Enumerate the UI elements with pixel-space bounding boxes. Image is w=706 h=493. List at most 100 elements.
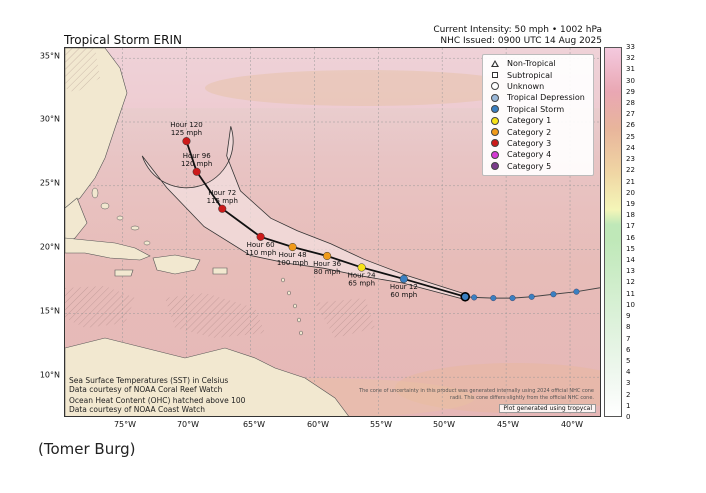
lon-label: 60°W	[306, 420, 330, 429]
legend-item: Tropical Depression	[488, 92, 588, 103]
forecast-wind-label: 125 mph	[171, 129, 202, 137]
ohc-note: Ocean Heat Content (OHC) hatched above 1…	[69, 396, 246, 405]
ohc-source: Data courtesy of NOAA Coast Watch	[69, 405, 205, 414]
nhc-issued: NHC Issued: 0900 UTC 14 Aug 2025	[440, 36, 602, 46]
forecast-hour-label: Hour 36	[313, 260, 342, 268]
square-outline-icon	[492, 72, 498, 79]
forecast-hour-label: Hour 60	[247, 241, 275, 249]
legend-item: Category 3	[488, 138, 588, 149]
plot-generated-note: Plot generated using tropycal	[499, 404, 596, 413]
forecast-wind-label: 65 mph	[348, 279, 375, 287]
legend-item: Subtropical	[488, 69, 588, 80]
forecast-point	[256, 232, 265, 241]
colorbar-tick-label: 33	[626, 43, 635, 51]
legend-item: Non-Tropical	[488, 58, 588, 69]
colorbar-tick-label: 25	[626, 132, 635, 141]
colorbar-tick-label: 32	[626, 54, 635, 63]
colorbar-tick-label: 5	[626, 356, 631, 365]
colorbar-tick-label: 19	[626, 199, 635, 208]
legend-item: Unknown	[488, 81, 588, 92]
sst-patch	[205, 70, 525, 106]
forecast-wind-label: 115 mph	[207, 197, 238, 205]
sst-note: Sea Surface Temperatures (SST) in Celsiu…	[69, 376, 229, 385]
lat-label: 10°N	[39, 370, 60, 380]
colorbar-tick-labels: 0 1 2 3 4 5 6 7 8 9 10 11 12 13 14 15 16 17 18 19 20 21 22 23 24…	[626, 43, 646, 421]
lon-label: 55°W	[369, 420, 393, 429]
colorbar-tick-label: 22	[626, 166, 635, 175]
colorbar-tick-label: 20	[626, 188, 635, 197]
forecast-point	[218, 204, 227, 213]
forecast-hour-label: Hour 48	[279, 251, 307, 259]
colorbar-tick-label: 2	[626, 390, 631, 399]
lat-label: 30°N	[39, 114, 60, 124]
forecast-hour-label: Hour 24	[348, 271, 377, 279]
triangle-outline-icon	[491, 60, 499, 68]
circle-icon	[491, 116, 499, 125]
colorbar-tick-label: 11	[626, 289, 635, 298]
past-track-point	[509, 295, 516, 302]
past-track-points	[471, 288, 580, 302]
jamaica-land	[114, 269, 134, 277]
past-track-point	[573, 288, 580, 295]
colorbar-tick-label: 24	[626, 143, 635, 152]
colorbar-tick-label: 23	[626, 155, 635, 164]
circle-icon	[491, 93, 499, 102]
legend-item: Category 1	[488, 115, 588, 126]
forecast-hour-label: Hour 96	[183, 152, 212, 160]
lon-label: 65°W	[242, 420, 266, 429]
colorbar-tick-label: 21	[626, 177, 635, 186]
colorbar-tick-label: 6	[626, 345, 631, 354]
legend-item: Category 2	[488, 126, 588, 137]
colorbar-tick-label: 14	[626, 256, 635, 265]
past-track-point	[528, 293, 535, 300]
cone-disclaimer: The cone of uncertainty in this product …	[359, 388, 594, 401]
sst-source: Data courtesy of NOAA Coral Reef Watch	[69, 385, 223, 394]
legend-item: Tropical Storm	[488, 104, 588, 115]
circle-icon	[491, 128, 499, 137]
circle-icon	[491, 150, 499, 159]
lon-label: 50°W	[432, 420, 456, 429]
data-notes: Sea Surface Temperatures (SST) in Celsiu…	[69, 374, 245, 414]
forecast-wind-label: 60 mph	[390, 291, 417, 299]
past-track-line	[465, 287, 600, 299]
past-track-point	[471, 294, 478, 301]
colorbar-tick-label: 12	[626, 278, 635, 287]
bahamas-islands	[91, 187, 303, 336]
forecast-point	[323, 251, 332, 261]
colorbar-tick-label: 18	[626, 211, 635, 220]
image-credit: (Tomer Burg)	[38, 440, 136, 458]
lon-label: 70°W	[176, 420, 200, 429]
colorbar-tick-label: 30	[626, 76, 635, 85]
forecast-wind-label: 120 mph	[181, 160, 212, 168]
lon-label: 40°W	[560, 420, 584, 429]
colorbar-tick-label: 26	[626, 121, 635, 130]
colorbar-tick-label: 3	[626, 379, 631, 388]
legend-item: Category 4	[488, 149, 588, 160]
forecast-point	[192, 167, 201, 176]
forecast-point	[288, 242, 297, 252]
forecast-wind-label: 110 mph	[245, 249, 276, 257]
south-america-land	[65, 337, 349, 416]
chart-title: Tropical Storm ERIN	[64, 33, 182, 47]
circle-outline-icon	[491, 82, 499, 91]
past-track-point	[490, 295, 497, 302]
lat-label: 25°N	[39, 178, 60, 188]
lat-label: 20°N	[39, 242, 60, 252]
lat-label: 15°N	[39, 306, 60, 316]
past-track-point	[550, 291, 557, 298]
sst-patch	[395, 363, 600, 413]
colorbar-tick-label: 16	[626, 233, 635, 242]
ohc-hatched-regions	[65, 48, 375, 338]
forecast-wind-label: 80 mph	[314, 268, 341, 276]
hispaniola-land	[152, 254, 201, 275]
colorbar-tick-label: 31	[626, 65, 635, 74]
colorbar-tick-label: 9	[626, 312, 631, 321]
colorbar-tick-label: 17	[626, 222, 635, 231]
cone-of-uncertainty	[141, 126, 467, 300]
circle-icon	[491, 139, 499, 148]
legend: Non-Tropical Subtropical Unknown Tropica…	[482, 54, 594, 176]
circle-icon	[491, 105, 499, 114]
forecast-hour-label: Hour 120	[170, 121, 202, 129]
forecast-hour-label: Hour 72	[208, 189, 236, 197]
